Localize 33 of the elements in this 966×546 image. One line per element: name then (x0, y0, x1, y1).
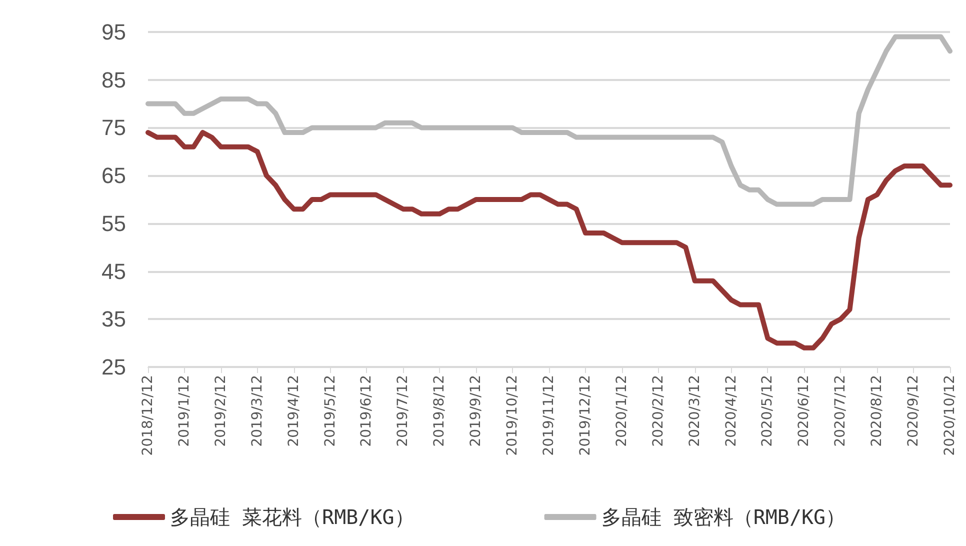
y-tick-label: 85 (102, 67, 126, 92)
y-tick-label: 75 (102, 115, 126, 140)
y-tick-label: 95 (102, 20, 126, 44)
x-tick-label: 2019/2/12 (212, 375, 229, 447)
x-tick-label: 2019/6/12 (358, 375, 375, 447)
x-tick-label: 2020/6/12 (796, 375, 812, 447)
x-tick-label: 2019/7/12 (395, 375, 412, 447)
y-tick-label: 65 (102, 163, 126, 188)
x-tick-label: 2019/5/12 (322, 375, 338, 447)
x-tick-label: 2019/8/12 (432, 375, 448, 447)
y-tick-label: 45 (102, 258, 126, 284)
x-tick-label: 2019/4/12 (286, 375, 302, 447)
x-tick-label: 2019/11/12 (541, 375, 557, 456)
y-tick-label: 55 (102, 210, 126, 236)
y-tick-label: 25 (102, 354, 126, 380)
x-tick-label: 2020/4/12 (723, 375, 740, 447)
x-tick-label: 2019/9/12 (468, 375, 484, 447)
x-tick-label: 2020/1/12 (614, 375, 630, 447)
x-tick-label: 2020/10/12 (942, 375, 958, 456)
x-tick-label: 2020/5/12 (760, 375, 776, 447)
legend-label: 多晶硅 致密料（RMB/KG） (601, 505, 846, 529)
x-tick-label: 2020/7/12 (832, 375, 849, 447)
x-tick-label: 2020/9/12 (906, 375, 922, 447)
x-tick-label: 2019/10/12 (504, 375, 521, 456)
x-tick-label: 2020/2/12 (650, 375, 666, 447)
x-tick-label: 2020/8/12 (869, 375, 886, 447)
legend-label: 多晶硅 菜花料（RMB/KG） (170, 505, 414, 529)
y-tick-label: 35 (102, 306, 126, 332)
x-tick-label: 2020/3/12 (686, 375, 703, 447)
x-tick-label: 2019/3/12 (249, 375, 266, 447)
x-tick-label: 2018/12/12 (140, 375, 156, 456)
x-tick-label: 2019/1/12 (176, 375, 192, 447)
x-tick-label: 2019/12/12 (577, 375, 594, 456)
